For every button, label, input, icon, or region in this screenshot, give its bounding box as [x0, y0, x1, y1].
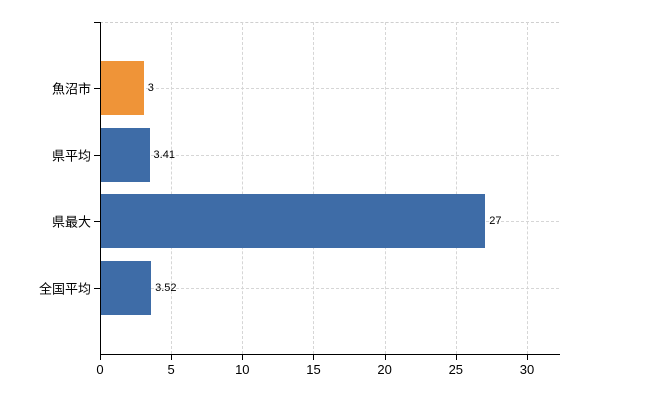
x-axis-tick	[455, 354, 457, 360]
x-tick-label: 0	[96, 362, 104, 377]
y-axis-tick	[94, 221, 100, 223]
category-label: 全国平均	[38, 281, 91, 297]
x-tick-label: 25	[448, 362, 464, 377]
category-label: 魚沼市	[51, 81, 91, 97]
x-gridline	[171, 22, 173, 354]
x-axis-tick	[242, 354, 244, 360]
y-axis-line	[100, 22, 101, 355]
x-gridline	[526, 22, 528, 354]
x-axis-tick	[100, 354, 101, 360]
x-tick-label: 15	[306, 362, 321, 377]
bar[interactable]	[101, 61, 144, 116]
x-tick-label: 5	[167, 362, 175, 377]
x-axis-tick	[313, 354, 315, 360]
value-label: 3.41	[153, 148, 175, 161]
x-axis-tick	[526, 354, 528, 360]
x-tick-label: 20	[377, 362, 392, 377]
x-tick-label: 30	[519, 362, 535, 377]
category-gridline	[101, 88, 559, 90]
category-gridline	[101, 154, 559, 156]
y-axis-tick	[94, 88, 100, 90]
x-axis-line	[100, 354, 560, 355]
category-label: 県最大	[51, 214, 91, 230]
value-label: 3.52	[155, 281, 177, 294]
x-axis-tick	[384, 354, 386, 360]
y-axis-tick	[94, 154, 100, 156]
value-label: 3	[147, 82, 154, 95]
value-label: 27	[489, 215, 502, 228]
plot-top-border	[100, 22, 559, 23]
x-gridline	[313, 22, 315, 354]
x-axis-tick	[171, 354, 173, 360]
y-axis-top-tick	[94, 22, 100, 23]
x-gridline	[455, 22, 457, 354]
x-gridline	[242, 22, 244, 354]
x-gridline	[384, 22, 386, 354]
bar[interactable]	[101, 127, 150, 182]
x-tick-label: 10	[235, 362, 250, 377]
bar[interactable]	[101, 194, 486, 249]
category-label: 県平均	[51, 148, 91, 164]
bar[interactable]	[101, 260, 152, 315]
category-gridline	[101, 287, 559, 289]
y-axis-tick	[94, 287, 100, 289]
